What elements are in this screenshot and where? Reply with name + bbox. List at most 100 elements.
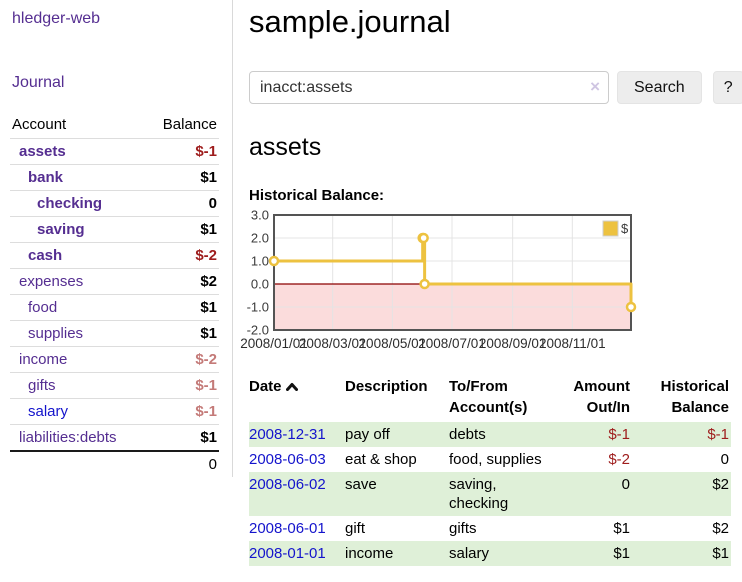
account-link[interactable]: saving <box>37 221 85 238</box>
legend-label: $ <box>621 221 629 236</box>
transaction-description: pay off <box>345 426 390 443</box>
search-input[interactable] <box>249 71 609 104</box>
account-row: cash $-2 <box>10 242 219 269</box>
transaction-amount: $1 <box>613 545 630 562</box>
y-tick-label: -1.0 <box>247 300 269 315</box>
account-heading: assets <box>249 133 322 161</box>
register-header-date[interactable]: Date <box>249 374 345 422</box>
account-balance: $-1 <box>145 138 219 165</box>
chart-title: Historical Balance: <box>249 187 385 204</box>
transaction-accounts: debts <box>449 426 486 443</box>
sort-asc-icon <box>285 376 298 397</box>
transaction-balance: 0 <box>720 451 729 468</box>
transaction-date-link[interactable]: 2008-06-02 <box>249 476 326 493</box>
register-table: Date Description To/From Account(s) Amou… <box>249 374 731 566</box>
register-header-description: Description <box>345 378 428 395</box>
account-link[interactable]: income <box>19 351 68 368</box>
y-tick-label: -2.0 <box>247 323 269 338</box>
account-link[interactable]: cash <box>28 247 63 264</box>
transaction-description: gift <box>345 520 366 537</box>
transaction-date-link[interactable]: 2008-06-03 <box>249 451 326 468</box>
account-balance: $1 <box>145 216 219 243</box>
account-row: gifts $-1 <box>10 372 219 399</box>
account-link[interactable]: bank <box>28 169 64 186</box>
main-content: sample.journal × Search ? assets Histori… <box>233 0 742 566</box>
account-link[interactable]: food <box>28 299 58 316</box>
register-row: 2008-12-31 pay off debts $-1 $-1 <box>249 422 731 447</box>
x-tick-label: 2008/11/01 <box>539 336 606 351</box>
transaction-amount: $1 <box>613 520 630 537</box>
transaction-accounts: gifts <box>449 520 477 537</box>
register-header-amount: Amount Out/In <box>573 378 630 416</box>
page-title: sample.journal <box>249 4 451 39</box>
account-balance: $-2 <box>145 346 219 373</box>
transaction-balance: $2 <box>712 476 729 493</box>
account-link[interactable]: expenses <box>19 273 84 290</box>
help-button[interactable]: ? <box>712 71 742 104</box>
x-tick-label: 2008/07/01 <box>418 336 486 351</box>
account-balance: $-1 <box>145 372 219 399</box>
accounts-total-value: 0 <box>145 450 219 477</box>
accounts-table: Account Balance assets $-1 bank $1 check… <box>10 113 219 477</box>
account-row: income $-2 <box>10 346 219 373</box>
account-link[interactable]: supplies <box>28 325 84 342</box>
account-row: expenses $2 <box>10 268 219 295</box>
transaction-balance: $-1 <box>707 426 729 443</box>
account-balance: $1 <box>145 164 219 191</box>
register-row: 2008-06-01 gift gifts $1 $2 <box>249 516 731 541</box>
account-balance: $2 <box>145 268 219 295</box>
transaction-balance: $1 <box>712 545 729 562</box>
transaction-date-link[interactable]: 2008-01-01 <box>249 545 326 562</box>
account-link[interactable]: salary <box>28 403 69 420</box>
account-balance: $-1 <box>145 398 219 425</box>
account-link[interactable]: liabilities:debts <box>19 429 117 446</box>
transaction-amount: $-1 <box>608 426 630 443</box>
account-row: salary $-1 <box>10 398 219 425</box>
account-balance: $1 <box>145 424 219 451</box>
accounts-total-row: 0 <box>10 450 219 477</box>
chart-svg: $3.0 2.0 1.0 0.0 -1.0 -2.02008/01/012008/03/0… <box>240 208 637 351</box>
account-balance: 0 <box>145 190 219 217</box>
account-row: bank $1 <box>10 164 219 191</box>
register-row: 2008-01-01 income salary $1 $1 <box>249 541 731 566</box>
account-row: checking 0 <box>10 190 219 217</box>
y-tick-label: 1.0 <box>251 254 269 269</box>
sidebar-item-journal[interactable]: Journal <box>12 74 65 91</box>
account-link[interactable]: assets <box>19 143 66 160</box>
x-tick-label: 2008/01/01 <box>240 336 308 351</box>
transaction-date-link[interactable]: 2008-06-01 <box>249 520 326 537</box>
register-header-accounts: To/From Account(s) <box>449 378 528 416</box>
accounts-header-balance: Balance <box>162 116 217 133</box>
transaction-description: income <box>345 545 394 562</box>
register-row: 2008-06-03 eat & shop food, supplies $-2… <box>249 447 731 472</box>
sidebar: hledger-web Journal Account Balance asse… <box>0 0 233 477</box>
search-bar: × Search ? <box>249 71 742 104</box>
x-tick-label: 2008/05/01 <box>359 336 427 351</box>
account-row: supplies $1 <box>10 320 219 347</box>
transaction-accounts: food, supplies <box>449 451 542 468</box>
transaction-accounts: saving, checking <box>449 476 509 512</box>
y-tick-label: 0.0 <box>251 277 269 292</box>
y-tick-label: 2.0 <box>251 231 269 246</box>
clear-search-icon[interactable]: × <box>590 77 600 96</box>
y-tick-label: 3.0 <box>251 208 269 223</box>
accounts-header-account: Account <box>12 116 67 133</box>
account-row: assets $-1 <box>10 138 219 165</box>
register-header-balance: Historical Balance <box>660 378 729 416</box>
account-row: food $1 <box>10 294 219 321</box>
account-balance: $1 <box>145 294 219 321</box>
x-tick-label: 2008/03/01 <box>299 336 367 351</box>
historical-balance-chart: $3.0 2.0 1.0 0.0 -1.0 -2.0 2008/01/01 2008/03/0… <box>240 208 742 359</box>
transaction-date-link[interactable]: 2008-12-31 <box>249 426 326 443</box>
x-tick-label: 2008/09/01 <box>479 336 547 351</box>
app-brand: hledger-web <box>12 10 101 27</box>
account-row: liabilities:debts $1 <box>10 424 219 451</box>
transaction-amount: 0 <box>621 476 630 493</box>
register-header-row: Date Description To/From Account(s) Amou… <box>249 374 731 422</box>
account-link[interactable]: gifts <box>28 377 56 394</box>
search-button[interactable]: Search <box>617 71 702 104</box>
transaction-amount: $-2 <box>608 451 630 468</box>
transaction-description: eat & shop <box>345 451 417 468</box>
account-link[interactable]: checking <box>37 195 103 212</box>
transaction-balance: $2 <box>712 520 729 537</box>
